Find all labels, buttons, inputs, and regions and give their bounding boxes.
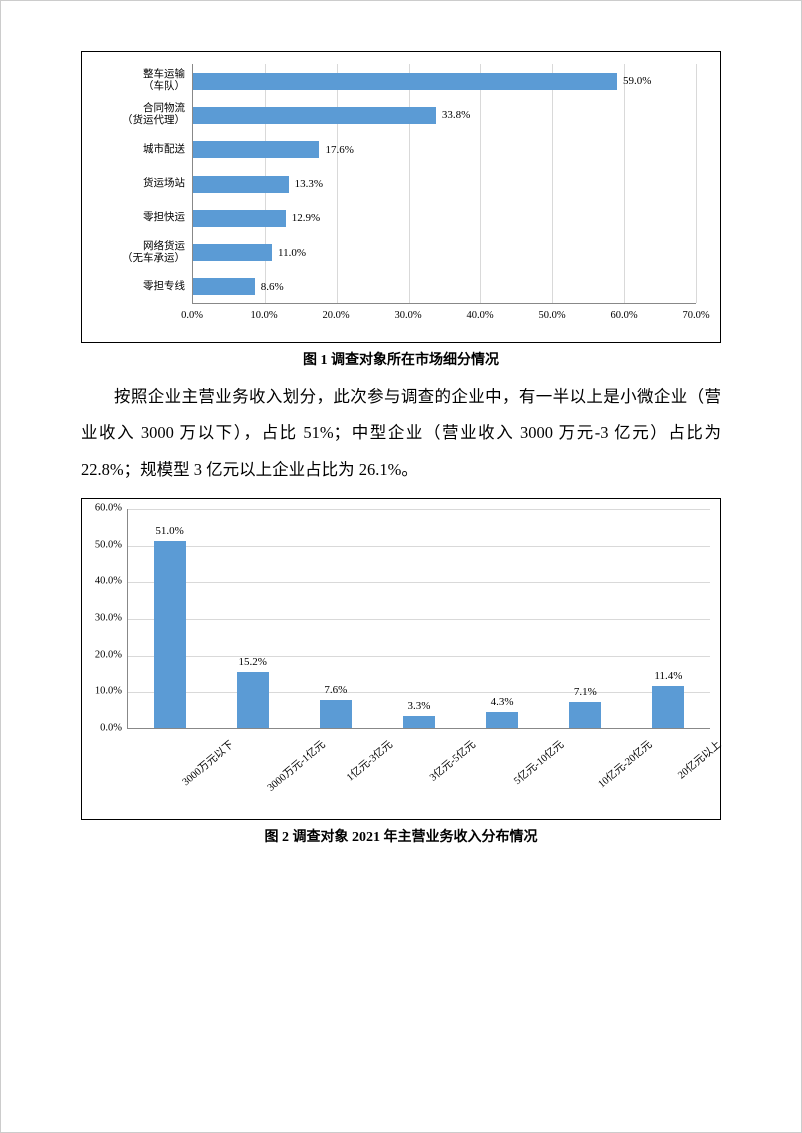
chart1-category-label: 货运场站 [83, 178, 193, 190]
chart2-bar [486, 712, 518, 728]
chart1-category-label: 零担专线 [83, 281, 193, 293]
chart2-gridline [128, 546, 710, 547]
chart1-bar [193, 141, 319, 158]
chart2-bar [569, 702, 601, 728]
chart1-category-label: 合同物流 （货运代理） [83, 103, 193, 127]
chart1-value: 59.0% [623, 75, 651, 87]
chart2-bar [154, 541, 186, 728]
chart1-gridline [696, 64, 697, 303]
chart2-col: 4.3% [486, 696, 518, 728]
chart2-ytick: 30.0% [95, 612, 128, 623]
chart2-xtick: 3亿元-5亿元 [426, 737, 479, 784]
chart2-value: 4.3% [491, 696, 514, 708]
chart2-col: 11.4% [652, 670, 684, 728]
chart1-row: 零担快运12.9% [193, 208, 696, 228]
chart1-xtick: 50.0% [538, 310, 565, 321]
chart1-row: 货运场站13.3% [193, 174, 696, 194]
chart1-xtick: 40.0% [466, 310, 493, 321]
chart2-xtick: 5亿元-10亿元 [510, 737, 567, 788]
chart2-xtick: 3000万元-1亿元 [263, 737, 328, 795]
chart2-bar [652, 686, 684, 728]
chart2-xtick: 10亿元-20亿元 [595, 737, 656, 791]
chart2-ytick: 0.0% [100, 722, 128, 733]
chart1-bar [193, 73, 617, 90]
chart2-value: 11.4% [654, 670, 682, 682]
chart2-ytick: 10.0% [95, 686, 128, 697]
chart1-row: 网络货运 （无车承运）11.0% [193, 243, 696, 263]
chart1-value: 17.6% [325, 144, 353, 156]
chart1-value: 11.0% [278, 247, 306, 259]
chart2-col: 15.2% [237, 656, 269, 728]
chart2-xtick: 20亿元以上 [675, 737, 725, 782]
chart1-caption: 图 1 调查对象所在市场细分情况 [81, 349, 721, 369]
chart1-row: 合同物流 （货运代理）33.8% [193, 105, 696, 125]
chart2-gridline [128, 509, 710, 510]
chart2-value: 7.1% [574, 686, 597, 698]
chart2-col: 51.0% [154, 525, 186, 728]
chart1-bar [193, 210, 286, 227]
chart1-value: 12.9% [292, 212, 320, 224]
chart1-bar [193, 278, 255, 295]
chart1-xtick: 70.0% [682, 310, 709, 321]
chart1-value: 13.3% [295, 178, 323, 190]
chart1-category-label: 零担快运 [83, 212, 193, 224]
chart1-frame: 整车运输 （车队）59.0%合同物流 （货运代理）33.8%城市配送17.6%货… [81, 51, 721, 343]
chart2: 0.0% 10.0% 20.0% 30.0% 40.0% 50.0% 60.0% 51.0% 1… [82, 499, 720, 819]
chart1-xticks: 0.0%10.0%20.0%30.0%40.0%50.0%60.0%70.0% [192, 306, 696, 324]
chart1-xtick: 10.0% [250, 310, 277, 321]
chart2-gridline [128, 692, 710, 693]
chart1-row: 城市配送17.6% [193, 140, 696, 160]
chart2-xtick: 1亿元-3亿元 [343, 737, 396, 784]
chart2-ytick: 40.0% [95, 576, 128, 587]
chart2-value: 15.2% [238, 656, 266, 668]
chart2-ytick: 20.0% [95, 649, 128, 660]
chart1-xtick: 0.0% [181, 310, 203, 321]
chart1-category-label: 网络货运 （无车承运） [83, 241, 193, 265]
chart2-xtick: 3000万元以下 [178, 737, 236, 789]
chart2-bar [403, 716, 435, 728]
chart1-bar [193, 244, 272, 261]
chart2-value: 51.0% [155, 525, 183, 537]
chart2-col: 7.6% [320, 684, 352, 728]
chart2-value: 7.6% [324, 684, 347, 696]
chart2-gridline [128, 656, 710, 657]
chart1-row: 零担专线8.6% [193, 277, 696, 297]
chart1-category-label: 城市配送 [83, 144, 193, 156]
chart1-category-label: 整车运输 （车队） [83, 69, 193, 93]
chart2-ytick: 60.0% [95, 502, 128, 513]
chart1-xtick: 20.0% [322, 310, 349, 321]
chart2-bar [320, 700, 352, 728]
chart2-ytick: 50.0% [95, 539, 128, 550]
chart2-col: 3.3% [403, 700, 435, 728]
chart2-plot: 0.0%10.0%20.0%30.0%40.0%50.0%60.0%51.0%1… [127, 509, 710, 729]
chart2-gridline [128, 619, 710, 620]
chart1-bar [193, 176, 289, 193]
chart2-caption: 图 2 调查对象 2021 年主营业务收入分布情况 [81, 826, 721, 846]
paragraph: 按照企业主营业务收入划分，此次参与调查的企业中，有一半以上是小微企业（营业收入 … [81, 379, 721, 488]
chart1-xtick: 60.0% [610, 310, 637, 321]
chart2-frame: 0.0% 10.0% 20.0% 30.0% 40.0% 50.0% 60.0% 51.0% 1… [81, 498, 721, 820]
chart1: 整车运输 （车队）59.0%合同物流 （货运代理）33.8%城市配送17.6%货… [82, 52, 720, 342]
chart2-col: 7.1% [569, 686, 601, 728]
chart2-xticks: 3000万元以下 3000万元-1亿元 1亿元-3亿元 3亿元-5亿元 5亿元-10亿元… [127, 729, 710, 804]
chart1-value: 8.6% [261, 281, 284, 293]
chart2-gridline [128, 582, 710, 583]
chart1-bar [193, 107, 436, 124]
chart1-value: 33.8% [442, 109, 470, 121]
chart2-bar [237, 672, 269, 728]
chart1-plot: 整车运输 （车队）59.0% 合同物流 （货运代理）33.8% 城市配送17.6% 货… [192, 64, 696, 304]
chart1-row: 整车运输 （车队）59.0% [193, 71, 696, 91]
chart1-xtick: 30.0% [394, 310, 421, 321]
chart2-value: 3.3% [408, 700, 431, 712]
